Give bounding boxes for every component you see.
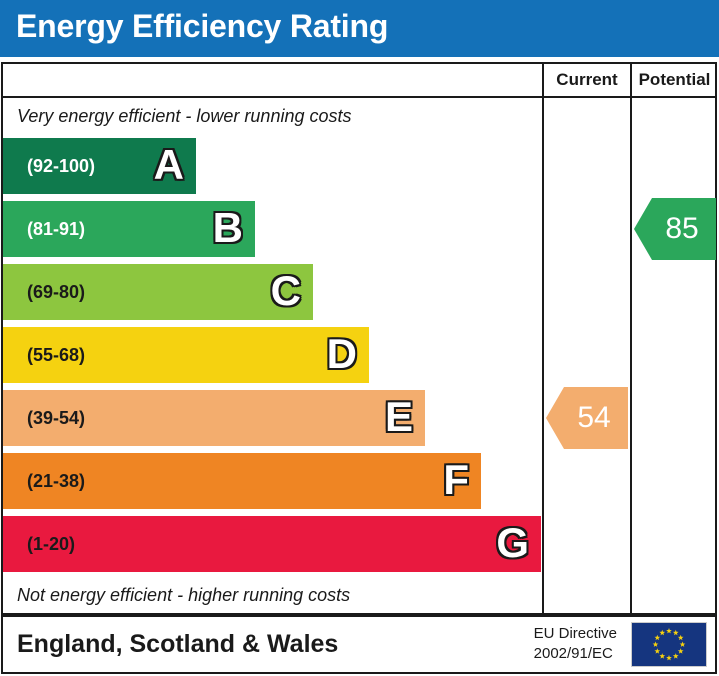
band-range-e: (39-54) xyxy=(27,408,86,428)
band-letter-d: D xyxy=(326,329,358,378)
directive-line-2: 2002/91/EC xyxy=(533,645,613,662)
band-e: (39-54) E xyxy=(3,390,425,446)
band-letter-c: C xyxy=(270,266,302,315)
band-a: (92-100) A xyxy=(3,138,196,194)
band-g: (1-20) G xyxy=(3,516,541,572)
band-range-d: (55-68) xyxy=(27,345,86,365)
band-b: (81-91) B xyxy=(3,201,255,257)
column-divider-current xyxy=(542,64,544,613)
band-range-b: (81-91) xyxy=(27,219,86,239)
chart-frame: Current Potential Very energy efficient … xyxy=(1,62,717,615)
chart-title-bar: Energy Efficiency Rating xyxy=(0,0,719,57)
band-list: (92-100) A (81-91) B (69-80) C (55-68) D (39-54)… xyxy=(3,138,541,578)
footer-directive: EU Directive 2002/91/EC xyxy=(534,624,617,664)
directive-line-1: EU Directive xyxy=(533,625,617,642)
column-header-row: Current Potential xyxy=(3,64,715,98)
page-title: Energy Efficiency Rating xyxy=(16,8,389,44)
rating-arrow-current: 54 xyxy=(546,387,628,449)
band-letter-g: G xyxy=(495,518,530,567)
band-letter-e: E xyxy=(384,392,414,441)
chart-footer: England, Scotland & Wales EU Directive 2… xyxy=(1,615,717,674)
band-letter-b: B xyxy=(212,203,244,252)
caption-very-efficient: Very energy efficient - lower running co… xyxy=(17,106,352,126)
band-f: (21-38) F xyxy=(3,453,481,509)
band-letter-f: F xyxy=(442,455,470,504)
band-d: (55-68) D xyxy=(3,327,369,383)
band-letter-a: A xyxy=(153,140,185,189)
band-range-f: (21-38) xyxy=(27,471,86,491)
band-c: (69-80) C xyxy=(3,264,313,320)
footer-region-label: England, Scotland & Wales xyxy=(17,630,339,658)
rating-arrow-potential: 85 xyxy=(634,198,716,260)
column-header-current: Current xyxy=(556,70,618,89)
column-divider-potential xyxy=(630,64,632,613)
eu-flag-icon xyxy=(631,622,707,667)
band-range-g: (1-20) xyxy=(27,534,76,554)
column-header-potential: Potential xyxy=(638,70,711,89)
band-range-c: (69-80) xyxy=(27,282,86,302)
band-range-a: (92-100) xyxy=(27,156,96,176)
caption-not-efficient: Not energy efficient - higher running co… xyxy=(17,585,351,605)
